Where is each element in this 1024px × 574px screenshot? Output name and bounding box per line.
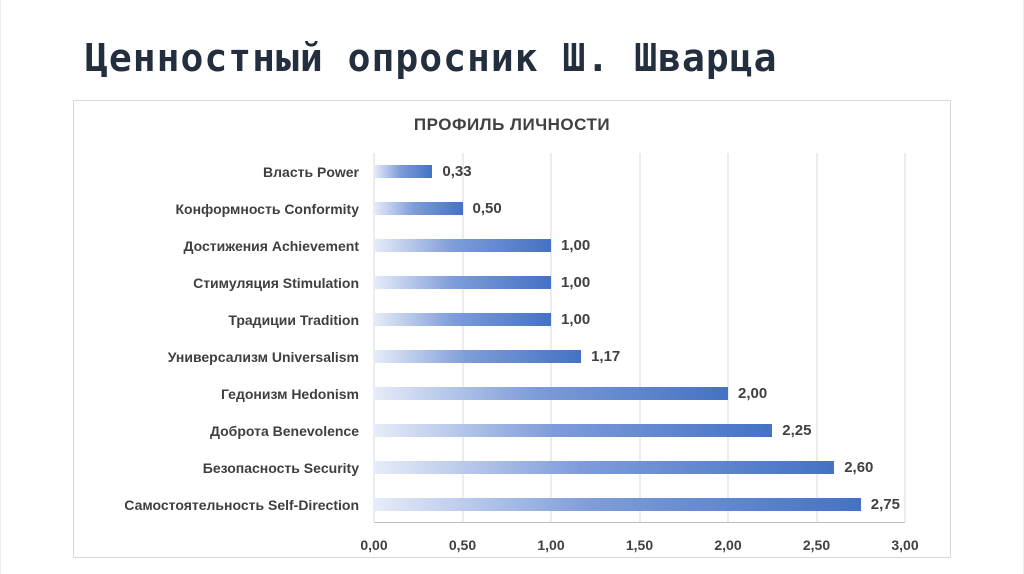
value-label: 2,75 — [870, 495, 900, 513]
value-bar — [374, 313, 551, 326]
chart-row: Традиции Tradition 1,00 — [74, 301, 905, 338]
value-bar — [374, 165, 433, 178]
plot-area: Власть Power 0,33 Конформность Conformity 0… — [74, 149, 950, 557]
value-bar — [374, 461, 835, 474]
chart-row: Доброта Benevolence 2,25 — [74, 412, 905, 449]
category-label: Самостоятельность Self-Direction — [124, 496, 359, 513]
category-label: Стимуляция Stimulation — [193, 274, 359, 291]
value-bar — [374, 202, 463, 215]
x-tick-label: 1,50 — [625, 537, 654, 553]
bar-track: 1,17 — [374, 347, 905, 365]
value-label: 1,00 — [560, 310, 591, 328]
x-tick-label: 2,00 — [714, 537, 742, 553]
category-label: Конформность Conformity — [175, 200, 359, 217]
chart-row: Универсализм Universalism 1,17 — [74, 338, 905, 375]
value-bar — [374, 276, 551, 289]
x-tick-label: 0,50 — [448, 537, 477, 553]
x-axis: 0,00 0,50 1,00 1,50 2,00 2,50 3,00 — [74, 531, 918, 555]
value-label: 1,00 — [560, 236, 591, 254]
chart-row: Власть Power 0,33 — [74, 153, 905, 190]
bar-track: 1,00 — [374, 310, 905, 328]
bar-chart: ПРОФИЛЬ ЛИЧНОСТИ Власть Power 0,33 Конформ… — [73, 100, 951, 558]
chart-row: Достижения Achievement 1,00 — [74, 227, 905, 264]
x-tick-label: 3,00 — [891, 537, 919, 553]
x-tick-label: 0,00 — [360, 537, 388, 553]
bar-track: 0,50 — [374, 199, 905, 217]
category-label: Власть Power — [263, 163, 359, 180]
value-bar — [374, 350, 582, 363]
x-axis-ticks: 0,00 0,50 1,00 1,50 2,00 2,50 3,00 — [360, 531, 918, 555]
category-label: Достижения Achievement — [183, 237, 359, 254]
bar-track: 1,00 — [374, 236, 905, 254]
value-bar — [374, 387, 728, 400]
value-bar — [374, 239, 551, 252]
chart-row: Безопасность Security 2,60 — [74, 449, 905, 486]
chart-title: ПРОФИЛЬ ЛИЧНОСТИ — [413, 115, 611, 134]
category-label: Доброта Benevolence — [209, 422, 359, 439]
x-tick-label: 1,00 — [537, 537, 565, 553]
value-label: 0,50 — [472, 199, 502, 217]
bar-track: 2,25 — [374, 421, 905, 439]
value-label: 1,17 — [591, 347, 621, 365]
page-title: Ценностный опросник Ш. Шварца — [85, 36, 778, 80]
bar-track: 2,00 — [374, 384, 905, 402]
chart-rows: Власть Power 0,33 Конформность Conformity 0… — [74, 153, 905, 523]
category-label: Традиции Tradition — [228, 311, 359, 328]
value-label: 2,00 — [737, 384, 768, 402]
value-label: 2,60 — [844, 458, 874, 476]
chart-row: Самостоятельность Self-Direction 2,75 — [74, 486, 905, 523]
category-label: Гедонизм Hedonism — [220, 385, 359, 402]
value-label: 1,00 — [560, 273, 591, 291]
axis-spacer — [74, 531, 374, 555]
value-label: 0,33 — [442, 162, 472, 180]
value-bar — [374, 424, 773, 437]
chart-row: Стимуляция Stimulation 1,00 — [74, 264, 905, 301]
category-label: Универсализм Universalism — [167, 348, 359, 365]
bar-track: 2,75 — [374, 495, 905, 513]
chart-row: Конформность Conformity 0,50 — [74, 190, 905, 227]
bar-track: 2,60 — [374, 458, 905, 476]
bar-track: 0,33 — [374, 162, 905, 180]
value-label: 2,25 — [782, 421, 812, 439]
x-tick-label: 2,50 — [802, 537, 831, 553]
value-bar — [374, 498, 861, 511]
chart-row: Гедонизм Hedonism 2,00 — [74, 375, 905, 412]
category-label: Безопасность Security — [202, 459, 359, 476]
bar-track: 1,00 — [374, 273, 905, 291]
